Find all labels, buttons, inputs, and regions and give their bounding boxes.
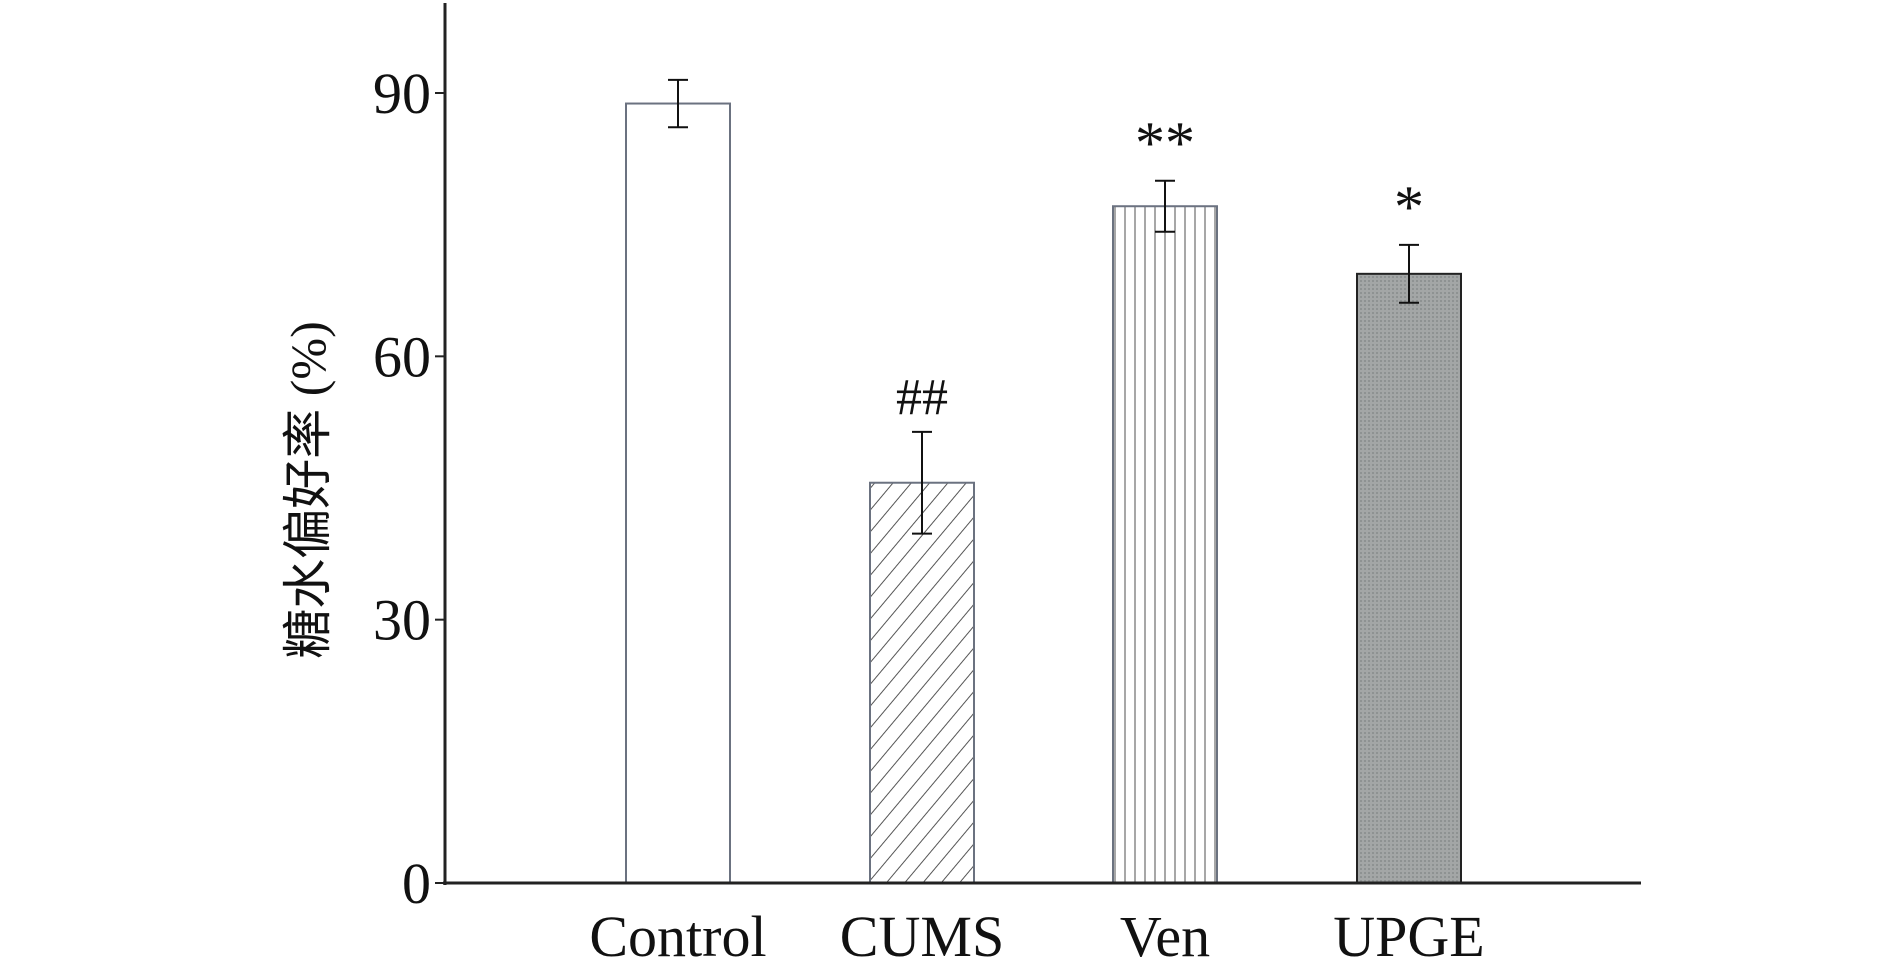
- bar-control: [625, 102, 731, 885]
- y-tick-label: 60: [373, 324, 431, 389]
- y-tick-label: 90: [373, 61, 431, 126]
- y-axis-label: 糖水偏好率 (%): [280, 321, 336, 658]
- significance-label: ##: [896, 369, 948, 426]
- significance-label: **: [1135, 110, 1195, 176]
- x-tick-label: Ven: [1120, 904, 1210, 969]
- x-tick-label: Control: [589, 904, 766, 969]
- y-tick-label: 30: [373, 588, 431, 653]
- x-tick-label: CUMS: [840, 904, 1004, 969]
- x-tick-label: UPGE: [1333, 904, 1484, 969]
- bar-upge: [1356, 272, 1462, 885]
- bar-ven: [1112, 205, 1218, 884]
- y-tick-label: 0: [402, 851, 431, 916]
- significance-label: *: [1394, 174, 1424, 240]
- bar-cums: [869, 481, 975, 884]
